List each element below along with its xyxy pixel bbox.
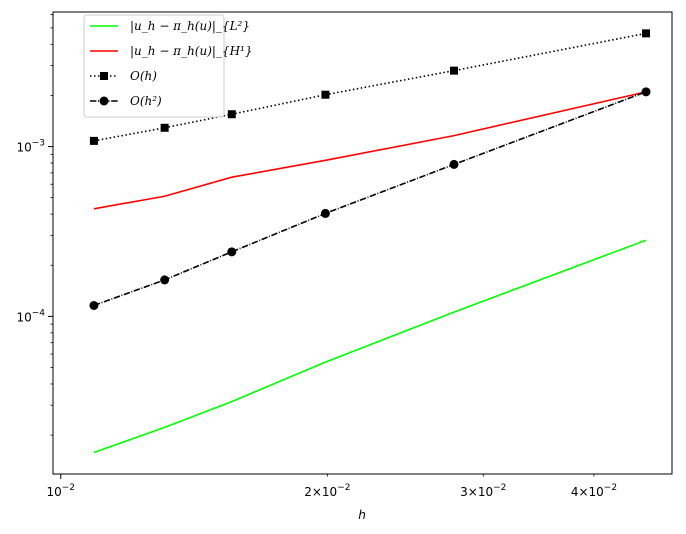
series-3-point-0	[89, 300, 99, 310]
x-tick-label-minor-0: 2×10−2	[304, 483, 350, 499]
series-line-1	[93, 91, 647, 210]
series-2-point-4	[450, 66, 459, 75]
series-line-2	[93, 32, 647, 142]
x-tick-label-minor-1: 3×10−2	[460, 483, 506, 499]
x-tick-label-minor-2: 4×10−2	[571, 483, 617, 499]
legend-label-2: O(h)	[130, 69, 157, 83]
series-3-point-5	[641, 87, 651, 97]
series-layer	[89, 29, 651, 454]
series-3-point-3	[320, 208, 330, 218]
series-2-point-2	[227, 110, 236, 119]
series-2	[89, 29, 651, 145]
series-2-point-1	[160, 123, 169, 132]
series-3-point-2	[227, 247, 237, 257]
y-tick-label-0: 10−4	[16, 308, 45, 324]
series-2-point-3	[321, 90, 330, 99]
x-axis-label: h	[358, 508, 366, 522]
legend-marker-3	[99, 96, 109, 106]
ticks-layer: 10−2 2×10−2 3×10−2 4×10−2 10−4 10−3	[16, 14, 617, 499]
series-3	[89, 87, 651, 310]
legend-label-1: |u_h − π_h(u)|_{H¹}	[130, 44, 252, 58]
series-line-0	[93, 239, 647, 454]
series-2-point-0	[89, 136, 98, 145]
plot-frame	[52, 11, 673, 475]
series-1	[93, 91, 647, 210]
series-3-point-1	[160, 275, 170, 285]
legend-label-0: |u_h − π_h(u)|_{L²}	[130, 19, 250, 33]
legend: |u_h − π_h(u)|_{L²} |u_h − π_h(u)|_{H¹} O(…	[83, 14, 252, 118]
series-0	[93, 239, 647, 454]
y-tick-label-1: 10−3	[16, 139, 45, 155]
legend-marker-2	[100, 72, 108, 80]
legend-box	[83, 14, 225, 118]
legend-label-3: O(h²)	[130, 94, 162, 108]
series-2-point-5	[642, 29, 651, 38]
x-tick-label-major-0: 10−2	[46, 483, 75, 499]
series-3-point-4	[449, 159, 459, 169]
